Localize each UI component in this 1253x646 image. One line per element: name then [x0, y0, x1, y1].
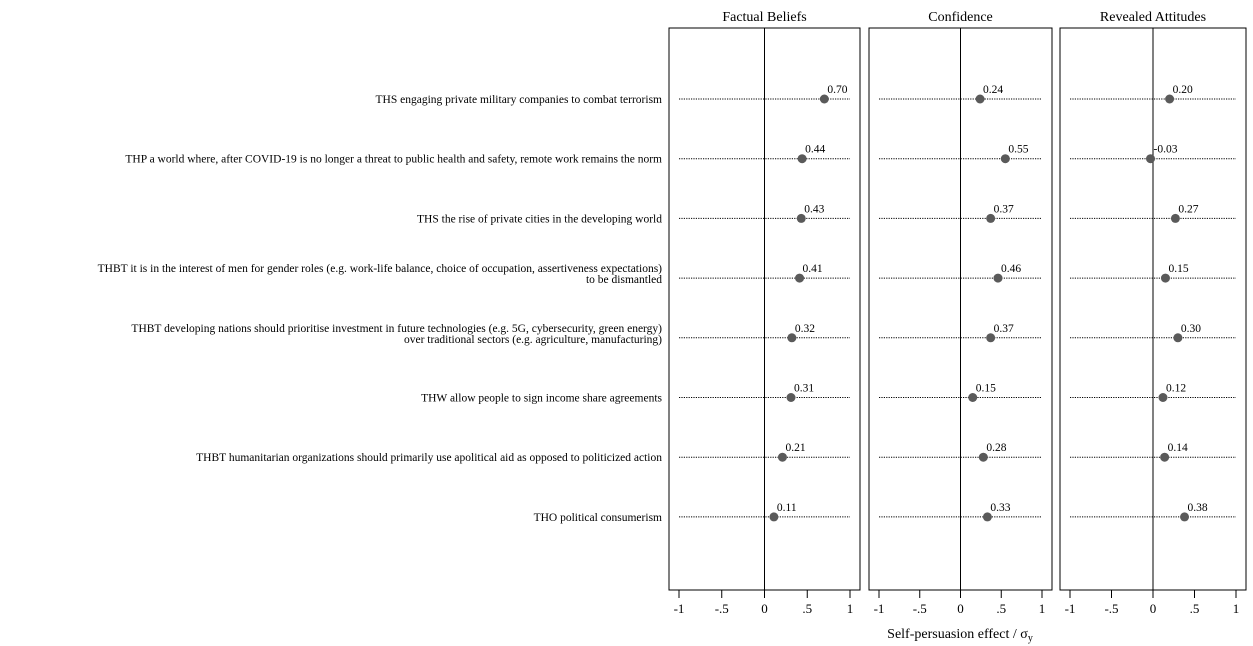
data-point — [1170, 213, 1180, 223]
data-point — [797, 154, 807, 164]
x-tick-label: 1 — [1233, 601, 1240, 616]
x-axes: -1 -.5 0 .5 1 -1 -.5 0 .5 1 -1 -.5 0 .5 1 — [674, 590, 1240, 616]
value-label: 0.20 — [1173, 84, 1193, 96]
x-tick-label: 1 — [847, 601, 854, 616]
value-label: -0.03 — [1154, 144, 1178, 156]
value-label: 0.27 — [1178, 203, 1198, 215]
value-label: 0.30 — [1181, 323, 1201, 335]
panel-title: Factual Beliefs — [722, 10, 806, 25]
value-label: 0.15 — [976, 383, 996, 395]
x-tick-label: -1 — [674, 601, 685, 616]
data-point — [968, 393, 978, 402]
topic-label: THO political consumerism — [534, 512, 662, 524]
data-point — [1180, 512, 1190, 522]
value-label: 0.55 — [1008, 144, 1028, 156]
data-point — [795, 273, 805, 283]
topic-label: THP a world where, after COVID-19 is no … — [125, 154, 662, 166]
data-point — [986, 213, 996, 223]
topic-labels: THS engaging private military companies … — [98, 94, 663, 524]
value-label: 0.37 — [994, 203, 1014, 215]
value-label: 0.70 — [827, 84, 847, 96]
value-label: 0.31 — [794, 383, 814, 395]
x-tick-label: -.5 — [1104, 601, 1118, 616]
data-point — [819, 94, 829, 104]
data-point — [1160, 452, 1170, 462]
data-point — [796, 213, 806, 223]
value-label: 0.24 — [983, 84, 1003, 96]
panel-title: Confidence — [928, 10, 993, 25]
value-label: 0.46 — [1001, 263, 1021, 275]
data-point — [769, 512, 779, 522]
data-point — [787, 333, 797, 343]
x-tick-label: 0 — [761, 601, 768, 616]
x-tick-label: -1 — [874, 601, 885, 616]
topic-label: THBT humanitarian organizations should p… — [196, 452, 662, 464]
data-point — [1158, 393, 1168, 402]
value-label: 0.15 — [1168, 263, 1188, 275]
data-point — [786, 393, 796, 402]
value-label: 0.14 — [1168, 442, 1188, 454]
topic-label: THW allow people to sign income share ag… — [421, 393, 662, 405]
data-point — [978, 452, 988, 462]
value-label: 0.44 — [805, 144, 825, 156]
data-point — [982, 512, 992, 522]
value-label: 0.33 — [990, 502, 1010, 514]
value-label: 0.11 — [777, 502, 797, 514]
value-label: 0.38 — [1188, 502, 1208, 514]
x-tick-label: 1 — [1039, 601, 1046, 616]
value-label: 0.12 — [1166, 383, 1186, 395]
data-point — [1173, 333, 1183, 343]
topic-label: THBT developing nations should prioritis… — [131, 323, 662, 335]
value-label: 0.28 — [986, 442, 1006, 454]
x-axis-label-main: Self-persuasion effect / σ — [887, 627, 1028, 642]
data-point — [1165, 94, 1175, 104]
panel: Confidence 0.24 0.55 0.37 0.46 0.37 0.15 0.28 0.… — [868, 10, 1053, 591]
data-point — [986, 333, 996, 343]
panel: Revealed Attitudes 0.20 -0.03 0.27 0.15 0.30 0… — [1059, 10, 1247, 591]
topic-label: THS engaging private military companies … — [376, 94, 663, 106]
x-tick-label: -1 — [1065, 601, 1076, 616]
data-point — [975, 94, 985, 104]
topic-label: over traditional sectors (e.g. agricultu… — [404, 334, 662, 346]
panel: Factual Beliefs 0.70 0.44 0.43 0.41 0.32 0.31 0… — [668, 10, 861, 591]
value-label: 0.32 — [795, 323, 815, 335]
topic-label: THS the rise of private cities in the de… — [417, 213, 662, 225]
value-label: 0.41 — [803, 263, 823, 275]
panel-title: Revealed Attitudes — [1100, 10, 1206, 25]
value-label: 0.37 — [994, 323, 1014, 335]
value-label: 0.21 — [785, 442, 805, 454]
data-point — [1146, 154, 1156, 164]
data-point — [1000, 154, 1010, 164]
x-tick-label: -.5 — [913, 601, 927, 616]
x-tick-label: .5 — [802, 601, 812, 616]
x-tick-label: .5 — [1190, 601, 1200, 616]
x-tick-label: 0 — [957, 601, 964, 616]
x-axis-label-subscript: y — [1028, 633, 1033, 644]
data-point — [777, 452, 787, 462]
value-label: 0.43 — [804, 203, 824, 215]
x-tick-label: -.5 — [715, 601, 729, 616]
topic-label: to be dismantled — [586, 274, 662, 286]
x-tick-label: 0 — [1150, 601, 1157, 616]
data-point — [1160, 273, 1170, 283]
data-point — [993, 273, 1003, 283]
topic-label: THBT it is in the interest of men for ge… — [98, 263, 663, 275]
x-tick-label: .5 — [996, 601, 1006, 616]
panels: Factual Beliefs 0.70 0.44 0.43 0.41 0.32 0.31 0… — [668, 10, 1247, 591]
x-axis-label: Self-persuasion effect / σy — [887, 627, 1033, 644]
